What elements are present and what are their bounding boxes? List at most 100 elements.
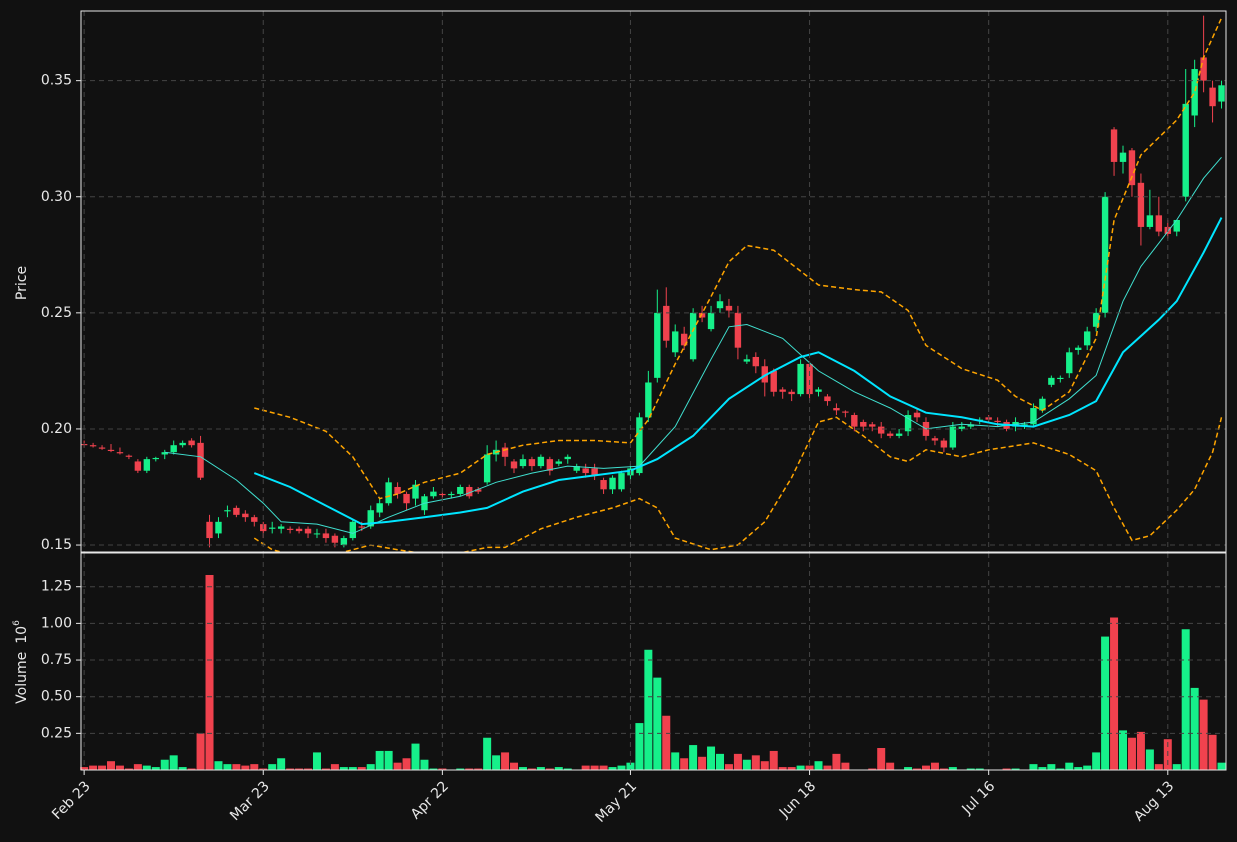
volume-bar xyxy=(921,765,930,770)
candle-body xyxy=(833,408,840,411)
volume-bar xyxy=(877,748,886,770)
volume-bar xyxy=(1101,636,1110,770)
candle-body xyxy=(716,301,724,309)
volume-bar xyxy=(330,764,339,770)
volume-bar xyxy=(904,767,913,770)
volume-bar xyxy=(321,768,330,770)
candle-body xyxy=(994,420,1001,422)
volume-bar xyxy=(1136,731,1145,770)
indicator-line xyxy=(253,416,1223,552)
volume-bar xyxy=(689,745,698,770)
y-tick-label: 1.00 xyxy=(41,615,72,631)
candle-body xyxy=(322,533,330,539)
candle-body xyxy=(143,459,151,471)
volume-bar xyxy=(1011,768,1020,770)
volume-bar xyxy=(707,746,716,770)
volume-bar xyxy=(312,752,321,770)
y-tick-label: 0.30 xyxy=(41,189,72,205)
volume-bar xyxy=(1074,767,1083,770)
candle-body xyxy=(654,312,661,378)
candle-body xyxy=(1092,312,1100,327)
candle-body xyxy=(242,513,249,518)
volume-frame xyxy=(80,552,1227,771)
candle-body xyxy=(931,438,939,441)
volume-bar xyxy=(1190,687,1199,770)
candle-body xyxy=(707,312,715,330)
volume-bar xyxy=(1056,768,1065,770)
candle-body xyxy=(788,391,795,395)
volume-bar xyxy=(1083,765,1092,770)
indicator-line xyxy=(253,217,1223,526)
candle-body xyxy=(878,426,885,434)
volume-bar xyxy=(492,755,501,770)
volume-bar xyxy=(832,753,841,770)
volume-bar xyxy=(1002,768,1011,770)
candle-body xyxy=(376,503,383,513)
candle-body xyxy=(725,305,733,311)
candle-body xyxy=(1110,129,1118,162)
candle-body xyxy=(537,456,545,467)
candle-body xyxy=(886,433,894,436)
volume-bar xyxy=(1154,764,1163,770)
volume-bar xyxy=(295,768,304,770)
indicator-line xyxy=(254,17,1223,500)
volume-bar xyxy=(1029,764,1038,770)
volume-bar xyxy=(80,767,89,770)
candle-body xyxy=(555,461,562,464)
volume-bar xyxy=(966,768,975,770)
candle-body xyxy=(1066,352,1073,374)
volume-bar xyxy=(214,761,223,770)
candle-body xyxy=(170,445,177,453)
volume-bar xyxy=(501,752,510,770)
candle-body xyxy=(1057,377,1064,380)
volume-bar xyxy=(581,765,590,770)
volume-bar xyxy=(1208,734,1217,770)
volume-bar xyxy=(107,761,116,770)
volume-bar xyxy=(1145,749,1154,770)
candle-body xyxy=(304,528,312,534)
candle-body xyxy=(842,411,849,413)
volume-bar xyxy=(169,755,178,770)
candle-body xyxy=(474,489,482,492)
volume-bar xyxy=(196,733,205,770)
volume-bar xyxy=(536,767,545,770)
volume-bar xyxy=(420,759,429,770)
candle-body xyxy=(394,486,401,494)
candle-body xyxy=(385,482,392,504)
volume-bar xyxy=(1127,737,1136,770)
volume-bar xyxy=(133,764,142,770)
volume-bar xyxy=(841,762,850,770)
volume-bar xyxy=(724,764,733,770)
candle-body xyxy=(698,312,706,318)
candle-body xyxy=(349,521,357,539)
candle-body xyxy=(430,491,437,497)
volume-bar xyxy=(930,762,939,770)
volume-panel xyxy=(80,574,1226,770)
candle-body xyxy=(680,333,688,346)
volume-bar xyxy=(304,768,313,770)
volume-bar xyxy=(250,764,259,770)
candle-body xyxy=(483,454,491,483)
candle-body xyxy=(134,461,142,471)
volume-scale-exp: 6 xyxy=(12,620,22,626)
volume-bar xyxy=(151,767,160,770)
volume-bar xyxy=(1038,767,1047,770)
volume-bar xyxy=(375,750,384,770)
volume-bar xyxy=(644,649,653,770)
volume-bar xyxy=(124,768,133,770)
volume-bar xyxy=(948,767,957,770)
volume-bar xyxy=(178,767,187,770)
candle-body xyxy=(367,510,374,527)
volume-bar xyxy=(563,768,572,770)
candle-body xyxy=(958,426,966,429)
candle-body xyxy=(582,468,589,474)
candle-body xyxy=(1173,219,1180,232)
candle-body xyxy=(913,412,921,418)
candle-body xyxy=(806,363,813,395)
volume-bar xyxy=(187,768,196,770)
candle-body xyxy=(967,424,974,427)
candle-body xyxy=(161,452,168,455)
candle-body xyxy=(636,417,643,474)
volume-bar xyxy=(715,753,724,770)
y-tick-label: 0.15 xyxy=(41,537,72,553)
